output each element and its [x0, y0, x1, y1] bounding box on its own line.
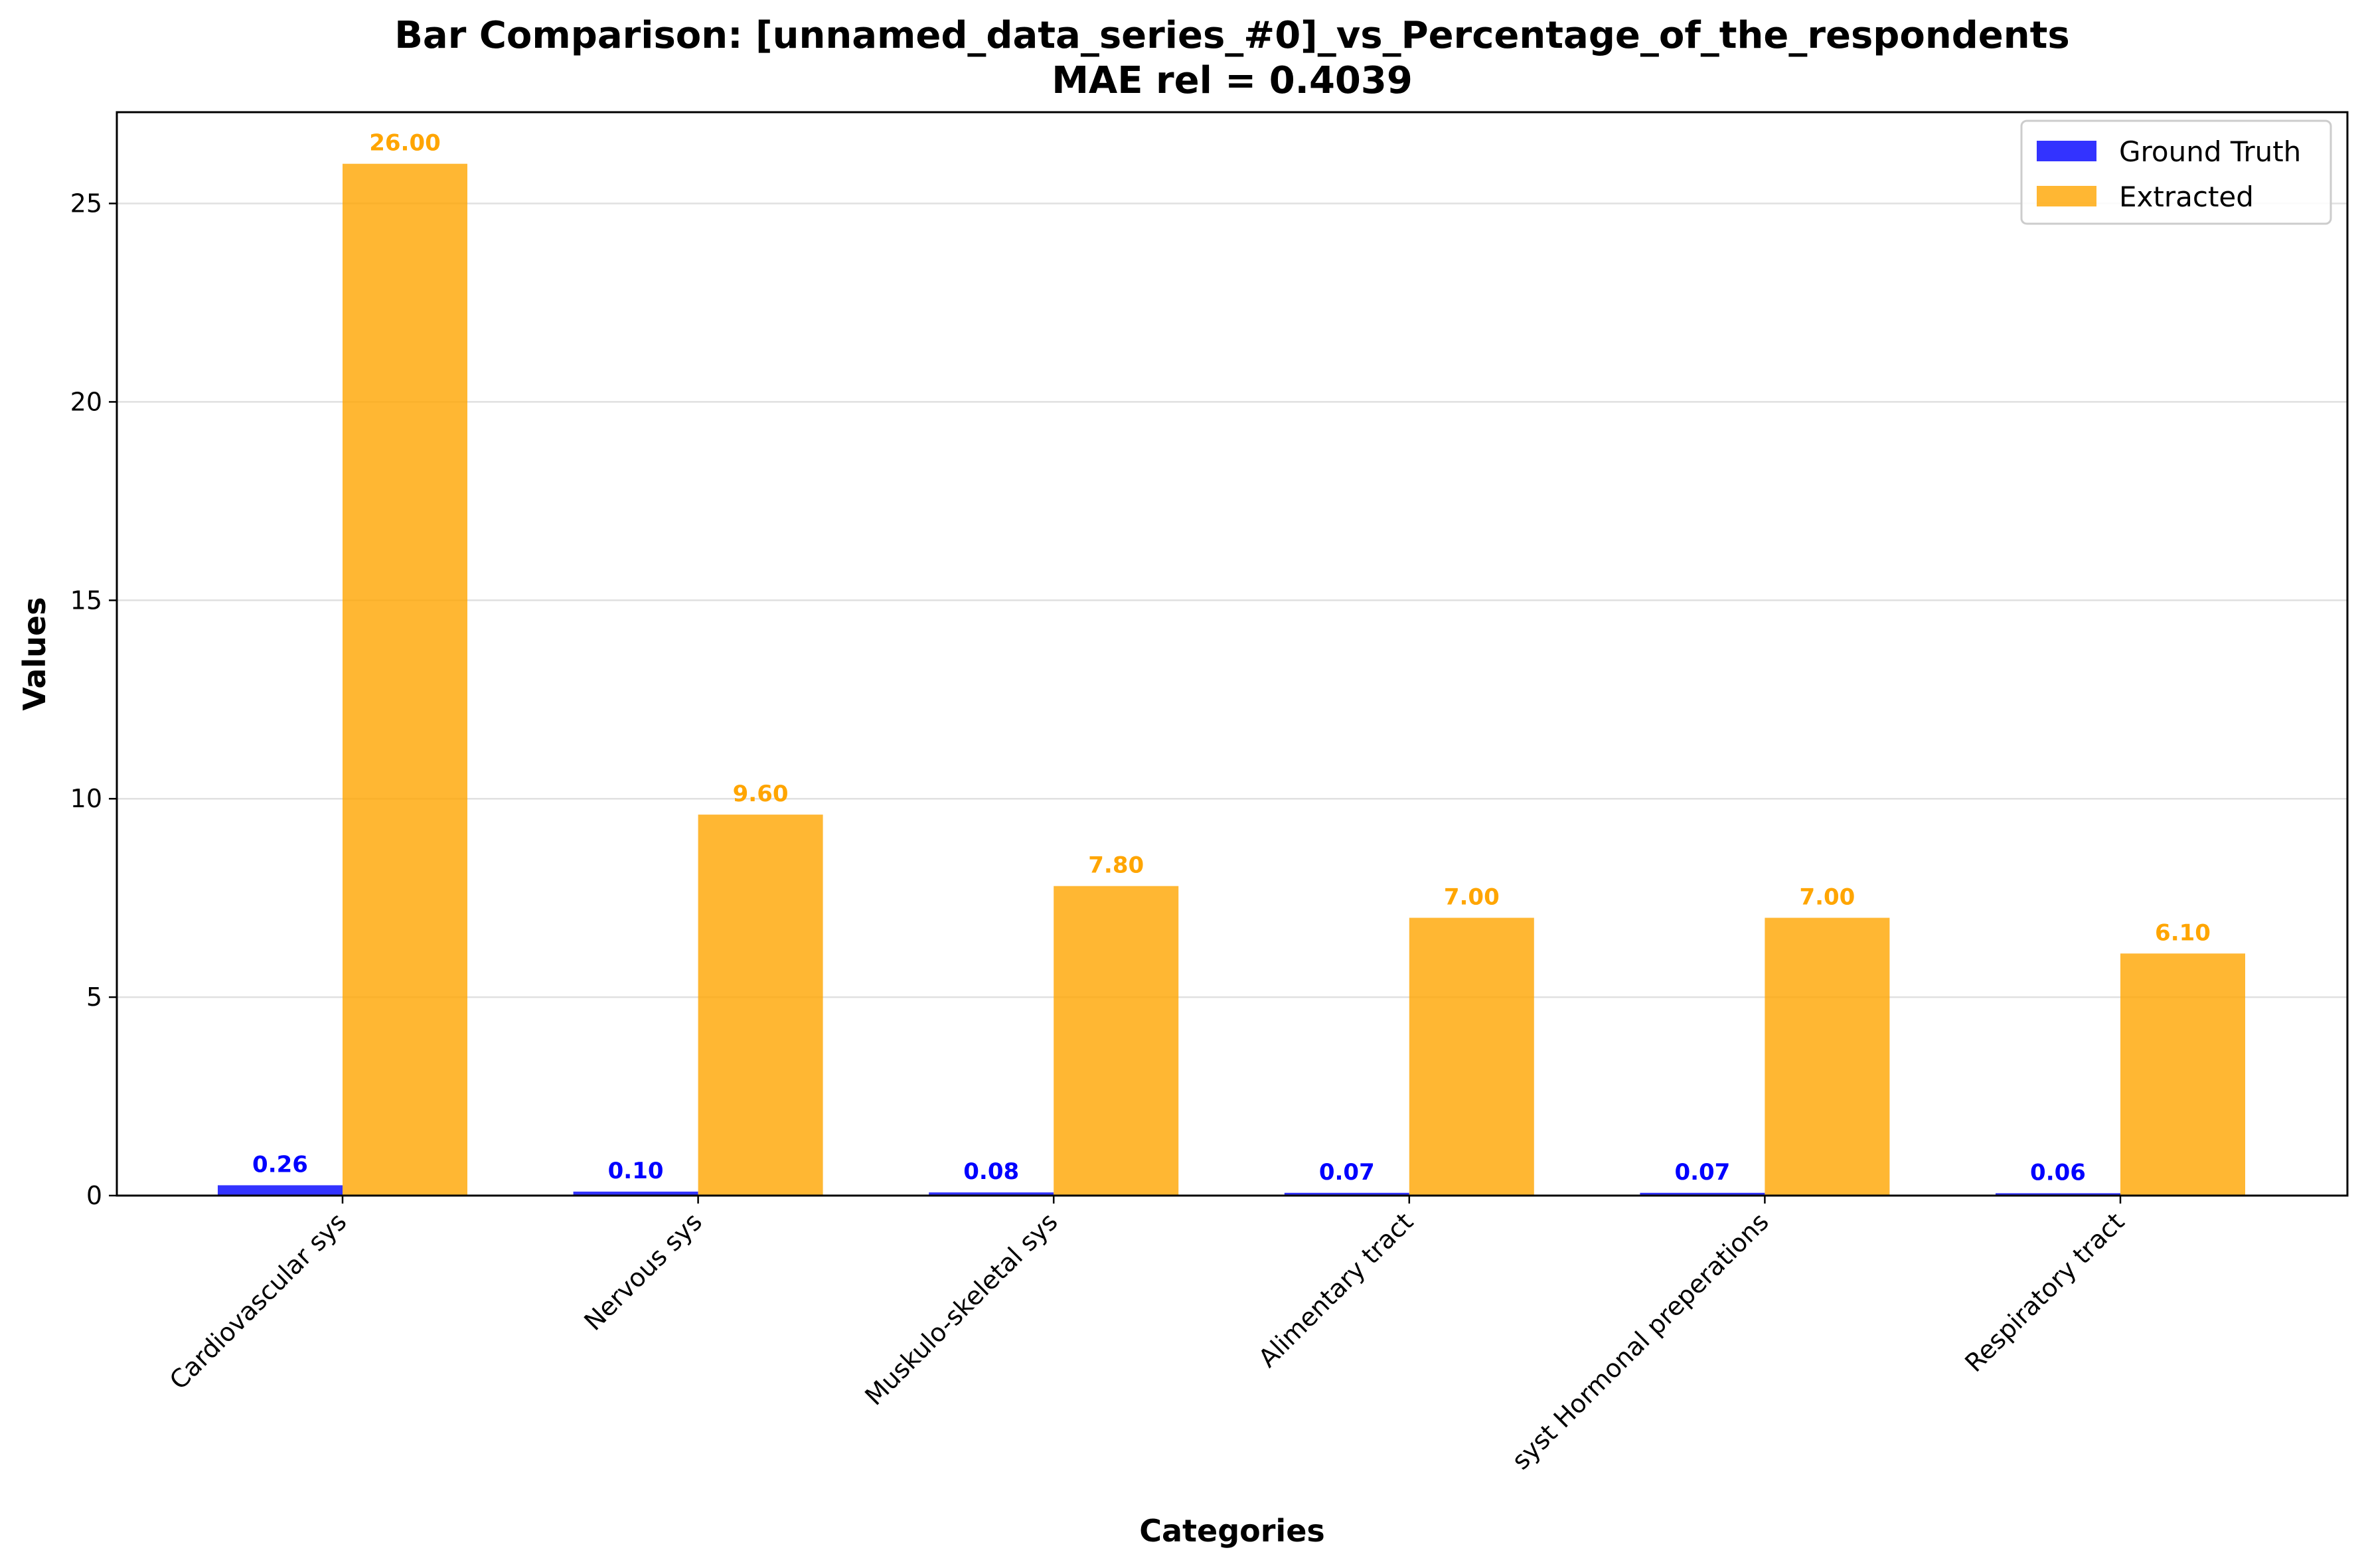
value-label-extracted: 9.60 [733, 781, 789, 807]
value-label-ground-truth: 0.10 [608, 1158, 664, 1184]
gridlines [117, 202, 2347, 998]
bar-extracted [1054, 886, 1179, 1196]
bar-ground-truth [1640, 1192, 1765, 1196]
bar-extracted [698, 815, 823, 1196]
bar-extracted [343, 163, 467, 1196]
y-axis: 0 5 10 15 20 25 [70, 189, 117, 1210]
value-label-ground-truth: 0.07 [1319, 1159, 1375, 1186]
legend-swatch-extracted [2037, 186, 2096, 206]
chart-title-line-2: MAE rel = 0.4039 [1052, 59, 1413, 102]
value-label-ground-truth: 0.06 [2030, 1159, 2086, 1186]
y-tick-label: 25 [70, 189, 102, 218]
value-label-extracted: 26.00 [369, 130, 441, 157]
bar-ground-truth [1996, 1193, 2120, 1196]
y-axis-label: Values [17, 597, 52, 710]
bars [218, 163, 2245, 1196]
bar-ground-truth [218, 1185, 343, 1196]
y-tick-label: 20 [70, 387, 102, 416]
bar-extracted [2120, 953, 2245, 1196]
legend-box [2020, 119, 2332, 225]
value-label-extracted: 7.00 [1444, 884, 1500, 911]
legend-label-ground-truth: Ground Truth [2119, 135, 2301, 168]
legend-swatch-ground-truth [2037, 141, 2096, 161]
x-axis-label: Categories [1139, 1513, 1325, 1549]
bar-extracted [1765, 917, 1890, 1196]
chart-title-line-1: Bar Comparison: [unnamed_data_series_#0]… [394, 14, 2070, 57]
value-label-extracted: 6.10 [2155, 919, 2211, 946]
bar-ground-truth [573, 1192, 698, 1196]
value-label-ground-truth: 0.07 [1674, 1159, 1730, 1186]
value-label-extracted: 7.80 [1088, 852, 1144, 879]
bar-ground-truth [929, 1192, 1054, 1196]
y-tick-label: 5 [86, 982, 102, 1012]
legend-label-extracted: Extracted [2119, 181, 2254, 213]
legend: Ground Truth Extracted [2020, 119, 2332, 225]
bar-ground-truth [1284, 1192, 1409, 1196]
y-tick-label: 0 [86, 1181, 102, 1210]
value-label-extracted: 7.00 [1799, 884, 1855, 911]
y-tick-label: 15 [70, 586, 102, 615]
value-label-ground-truth: 0.26 [252, 1151, 308, 1178]
plot-frame [116, 111, 2349, 1197]
y-tick-label: 10 [70, 784, 102, 813]
value-labels: 0.26 26.00 0.10 9.60 0.08 7.80 0.07 7.00 0.07 7.0… [252, 130, 2211, 1186]
bar-extracted [1409, 917, 1534, 1196]
value-label-ground-truth: 0.08 [963, 1158, 1019, 1185]
